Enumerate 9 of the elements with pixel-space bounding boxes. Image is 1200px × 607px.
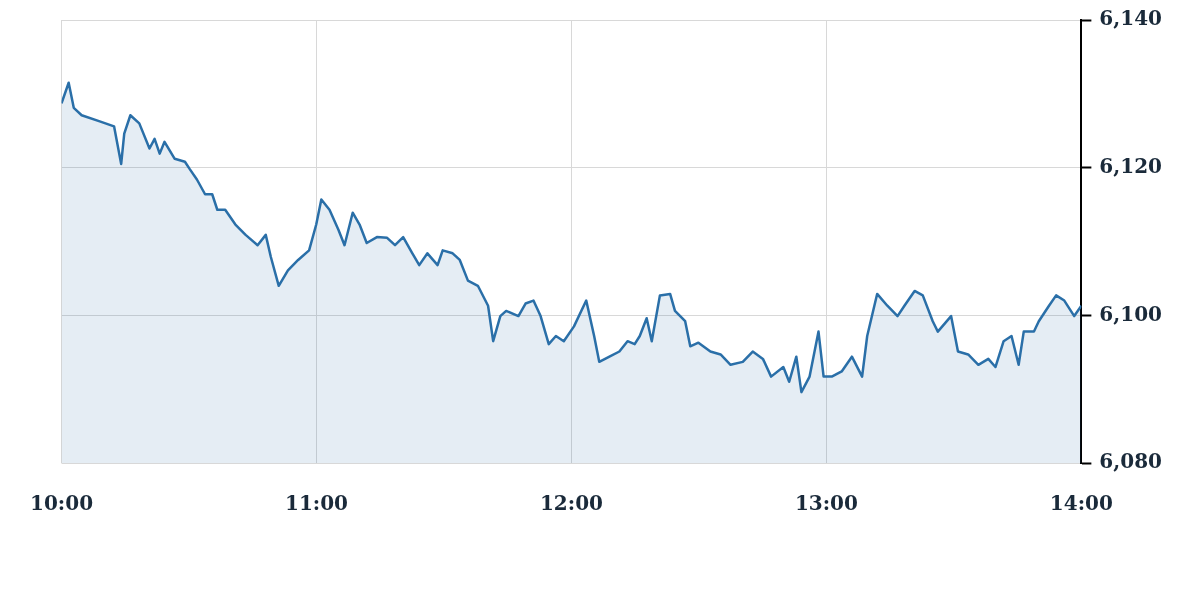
x-tick-label: 14:00 (1049, 491, 1113, 516)
y-tick-label: 6,100 (1099, 301, 1163, 326)
y-tick-label: 6,120 (1099, 153, 1163, 178)
x-tick-label: 12:00 (539, 491, 603, 516)
x-tick-label: 11:00 (284, 491, 349, 516)
y-tick-label: 6,140 (1099, 6, 1163, 31)
y-tick-label: 6,080 (1099, 449, 1163, 474)
x-tick-label: 13:00 (794, 491, 858, 516)
x-tick-label: 10:00 (30, 491, 94, 516)
